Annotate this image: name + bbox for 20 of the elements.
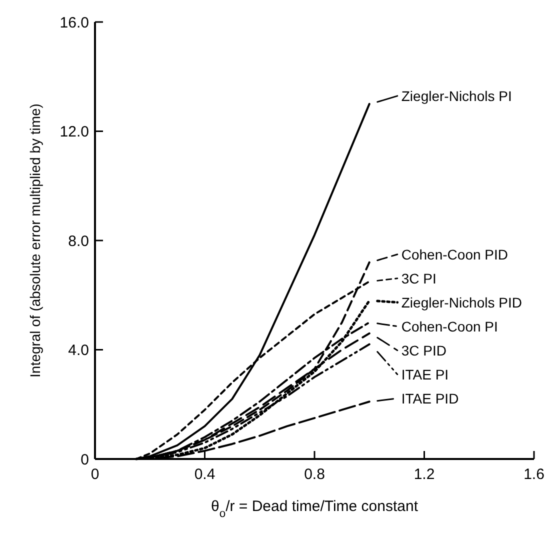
y-tick-label: 16.0 (60, 14, 89, 32)
legend-label: Ziegler-Nichols PID (401, 294, 522, 310)
y-tick-label: 4.0 (68, 342, 89, 359)
text: ITAE PI (401, 366, 449, 382)
y-tick-label: 0 (80, 451, 89, 468)
x-tick-label: 0.4 (194, 466, 216, 483)
x-tick-label: 0.8 (304, 466, 325, 483)
y-tick-label: 12.0 (60, 124, 89, 140)
y-axis-title: Integral of (absolute error multiplied by time) (27, 104, 43, 378)
x-tick-label: 1.6 (524, 466, 544, 483)
x-tick-label: 1.2 (414, 466, 435, 483)
legend-label: 3C PI (401, 270, 436, 286)
x-tick-label: 0 (90, 466, 100, 483)
legend-label: 3C PID (401, 342, 446, 358)
legend-label: Cohen-Coon PI (401, 318, 498, 334)
y-tick-label: 8.0 (68, 232, 89, 250)
legend-label: ITAE PID (401, 390, 459, 406)
legend-label: Cohen-Coon PID (401, 246, 508, 262)
x-axis-title: θ$_{o}$/r = Dead time/Time constant (210, 498, 419, 520)
legend-label: Ziegler-Nichols PI (401, 88, 512, 104)
